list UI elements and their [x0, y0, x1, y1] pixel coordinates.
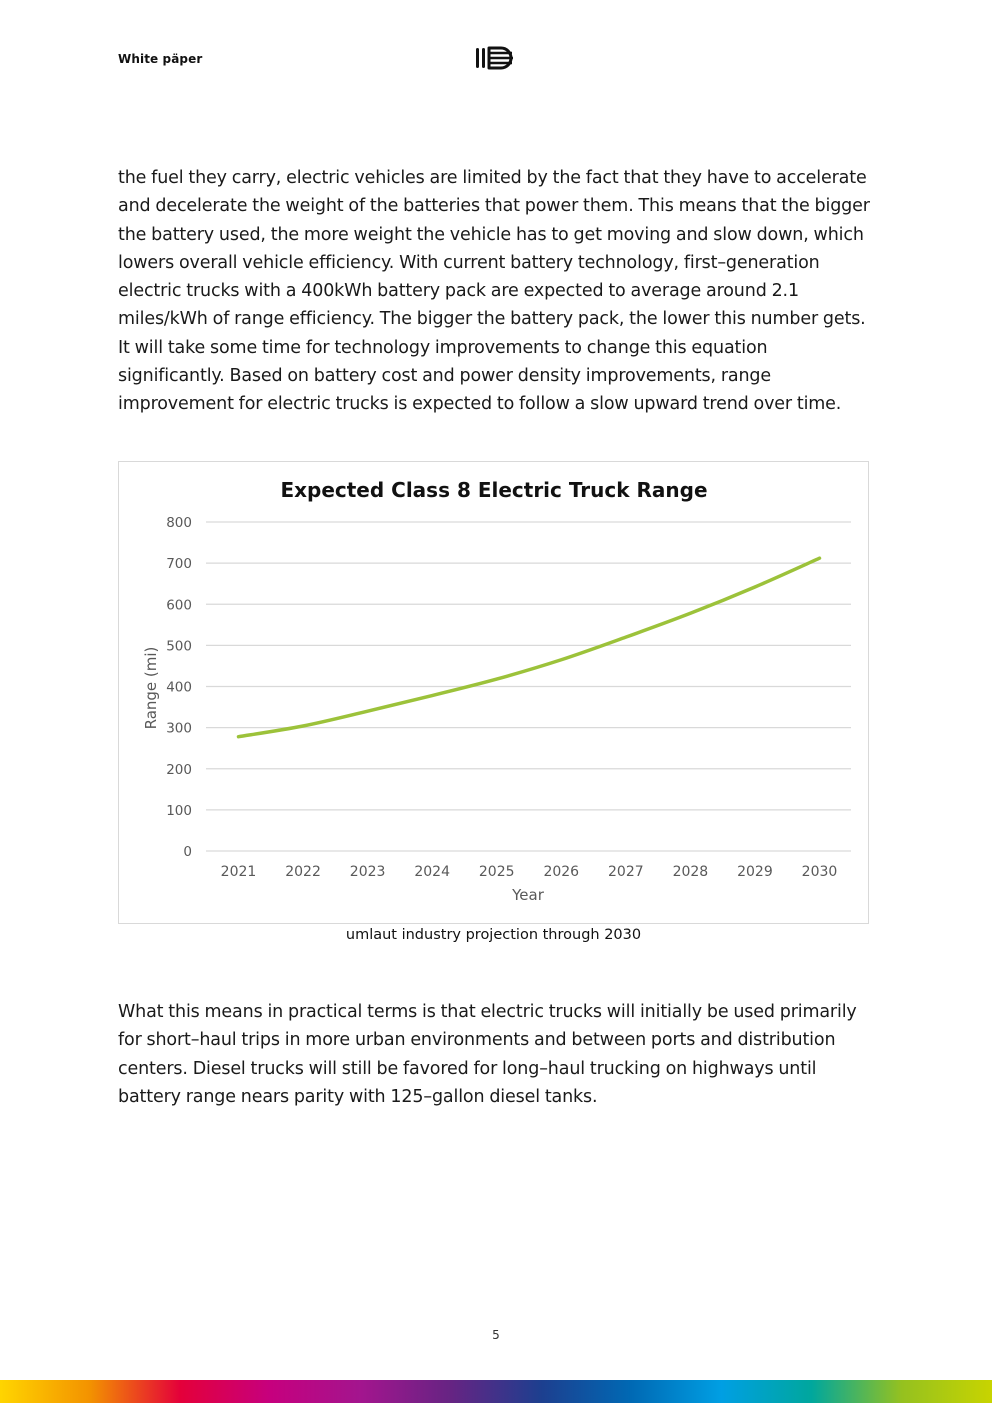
header-label: White päper — [118, 52, 203, 66]
body-paragraph-2: What this means in practical terms is th… — [118, 1002, 857, 1107]
y-tick-label-100: 100 — [166, 803, 192, 819]
x-tick-label-2027: 2027 — [608, 864, 644, 880]
x-tick-label-2023: 2023 — [350, 864, 386, 880]
x-axis-title: Year — [511, 886, 545, 904]
series-line-0 — [236, 556, 822, 739]
y-tick-label-0: 0 — [183, 844, 192, 860]
y-tick-label-500: 500 — [166, 638, 192, 654]
y-tick-label-300: 300 — [166, 721, 192, 737]
y-axis-title: Range (mi) — [142, 647, 160, 730]
x-tick-label-2026: 2026 — [543, 864, 579, 880]
y-tick-label-400: 400 — [166, 680, 192, 696]
range-chart-svg: Expected Class 8 Electric Truck Range 0 10… — [142, 478, 851, 904]
x-tick-label-2024: 2024 — [414, 864, 450, 880]
umlaut-logo-icon — [476, 46, 513, 70]
x-tick-label-2021: 2021 — [221, 864, 257, 880]
y-tick-label-700: 700 — [166, 556, 192, 572]
page-number: 5 — [492, 1328, 500, 1342]
footer-gradient-bar — [0, 1380, 992, 1403]
y-tick-label-800: 800 — [166, 515, 192, 531]
body-paragraph-1: the fuel they carry, electric vehicles a… — [118, 168, 870, 415]
y-tick-label-600: 600 — [166, 597, 192, 613]
x-tick-label-2030: 2030 — [802, 864, 838, 880]
chart-title: Expected Class 8 Electric Truck Range — [280, 478, 707, 502]
x-tick-label-2029: 2029 — [737, 864, 773, 880]
x-tick-label-2022: 2022 — [285, 864, 321, 880]
x-tick-label-2028: 2028 — [673, 864, 709, 880]
range-chart: Expected Class 8 Electric Truck Range 0 10… — [118, 461, 869, 924]
chart-caption: umlaut industry projection through 2030 — [345, 927, 642, 943]
x-tick-label-2025: 2025 — [479, 864, 515, 880]
y-tick-label-200: 200 — [166, 762, 192, 778]
